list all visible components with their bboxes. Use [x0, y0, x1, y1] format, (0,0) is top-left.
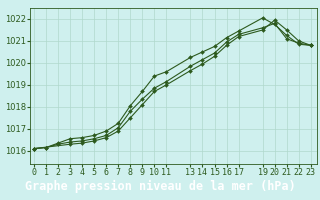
Text: Graphe pression niveau de la mer (hPa): Graphe pression niveau de la mer (hPa) [25, 180, 295, 193]
